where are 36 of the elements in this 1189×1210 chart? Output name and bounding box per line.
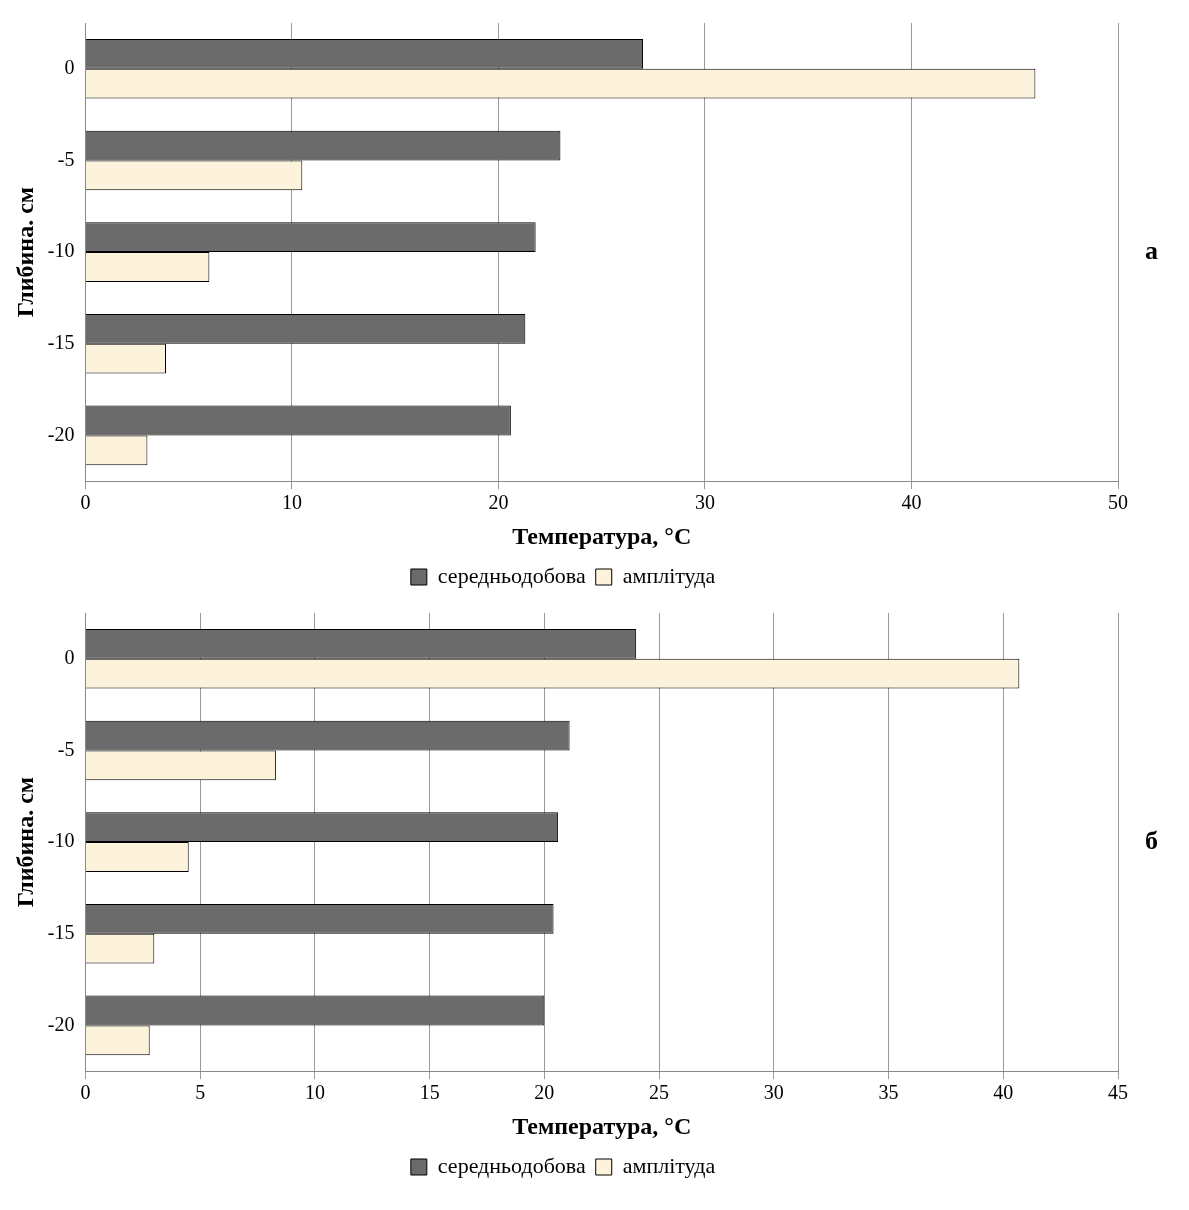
x-tick-label: 35 bbox=[878, 1081, 899, 1104]
x-tick-label: 30 bbox=[763, 1081, 784, 1104]
legend-label: амплітуда bbox=[622, 562, 716, 588]
x-tick-label: 25 bbox=[649, 1081, 670, 1104]
y-tick-label: 0 bbox=[64, 646, 75, 669]
y-axis-title: Глибина. см bbox=[11, 776, 38, 908]
x-tick-label: 10 bbox=[304, 1081, 325, 1104]
x-axis-title: Температура, °C bbox=[512, 1112, 692, 1139]
x-tick-label: 20 bbox=[488, 491, 509, 514]
x-tick-label: 10 bbox=[281, 491, 302, 514]
text: а bbox=[1145, 235, 1158, 265]
x-tick-label: 40 bbox=[901, 491, 922, 514]
y-tick-label: -20 bbox=[47, 1012, 75, 1035]
x-tick-label: 20 bbox=[534, 1081, 555, 1104]
y-tick-label: -15 bbox=[47, 330, 75, 353]
x-tick-label: 5 bbox=[195, 1081, 206, 1104]
y-tick-label: -20 bbox=[47, 422, 75, 445]
x-tick-label: 40 bbox=[993, 1081, 1014, 1104]
legend-label: середньодобова bbox=[437, 1152, 586, 1178]
y-tick-label: 0 bbox=[64, 56, 75, 79]
legend-label: амплітуда bbox=[622, 1152, 716, 1178]
x-tick-label: 0 bbox=[80, 491, 91, 514]
y-axis-title: Глибина. см bbox=[11, 186, 38, 318]
y-tick-label: -10 bbox=[47, 829, 75, 852]
y-tick-label: -10 bbox=[47, 239, 75, 262]
legend-label: середньодобова bbox=[437, 562, 586, 588]
x-tick-label: 0 bbox=[80, 1081, 91, 1104]
x-tick-label: 50 bbox=[1108, 491, 1128, 514]
x-axis-title: Температура, °C bbox=[512, 522, 692, 549]
x-tick-label: 15 bbox=[419, 1081, 440, 1104]
y-tick-label: -5 bbox=[57, 737, 75, 760]
text: б bbox=[1145, 825, 1158, 855]
x-tick-label: 45 bbox=[1108, 1081, 1128, 1104]
y-tick-label: -5 bbox=[57, 147, 75, 170]
y-tick-label: -15 bbox=[47, 920, 75, 943]
x-tick-label: 30 bbox=[694, 491, 715, 514]
